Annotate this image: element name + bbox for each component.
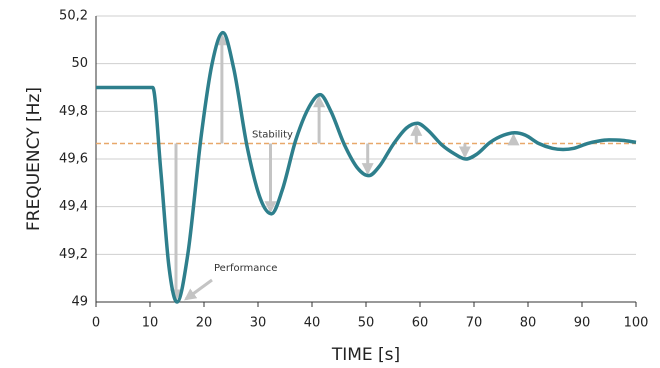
annotation: Performance [214, 263, 277, 274]
x-axis-label: TIME [s] [331, 345, 400, 365]
x-tick-label: 80 [520, 316, 537, 331]
x-tick-label: 40 [304, 316, 321, 331]
x-tick-label: 60 [412, 316, 429, 331]
x-tick-label: 30 [250, 316, 267, 331]
annotation-arrow [184, 278, 213, 301]
x-tick-label: 70 [466, 316, 483, 331]
x-tick-label: 50 [358, 316, 375, 331]
y-tick-label: 49,4 [59, 199, 88, 214]
x-tick-label: 0 [92, 316, 100, 331]
x-tick-label: 90 [574, 316, 591, 331]
line-series [96, 30, 637, 304]
x-tick-label: 20 [196, 316, 213, 331]
y-axis-label: FREQUENCY [Hz] [24, 87, 44, 231]
y-tick-label: 50,2 [59, 9, 88, 24]
y-tick-label: 49,6 [59, 152, 88, 167]
x-tick-label: 100 [624, 316, 649, 331]
y-tick-label: 49,8 [59, 104, 88, 119]
annotation: Stability [252, 130, 293, 141]
y-tick-label: 49 [71, 295, 88, 310]
x-tick-label: 10 [142, 316, 159, 331]
y-tick-label: 50 [71, 56, 88, 71]
y-tick-label: 49,2 [59, 247, 88, 262]
